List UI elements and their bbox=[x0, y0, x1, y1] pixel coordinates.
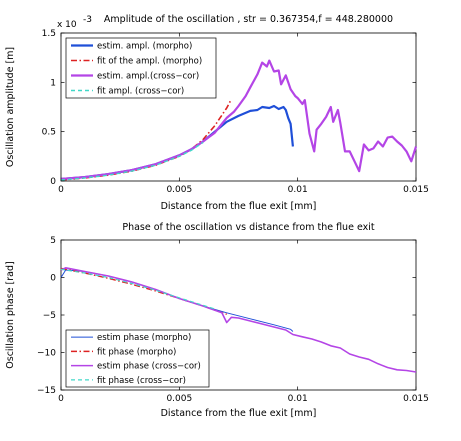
x-tick-label: 0.01 bbox=[288, 394, 308, 404]
x-axis-label: Distance from the flue exit [mm] bbox=[161, 201, 317, 212]
legend-label-2: fit of the ampl. (morpho) bbox=[97, 57, 202, 67]
legend-box bbox=[65, 37, 217, 99]
legend: estim phase (morpho) fit phase (morpho) es… bbox=[65, 329, 210, 388]
series-lines bbox=[60, 266, 417, 373]
legend-label-1: estim. ampl. (morpho) bbox=[97, 42, 192, 52]
y-tick-label: 0.5 bbox=[42, 128, 56, 138]
y-axis-label: Oscillation amplitude [m] bbox=[5, 47, 16, 167]
chart-title: Phase of the oscillation vs distance fro… bbox=[122, 222, 375, 233]
legend-label-4: fit phase (cross−cor) bbox=[97, 376, 186, 386]
x-tick-label: 0.005 bbox=[166, 394, 192, 404]
x-tick-label: 0.005 bbox=[166, 185, 192, 195]
y-tick-label: −10 bbox=[37, 349, 56, 359]
legend-label-2: fit phase (morpho) bbox=[97, 347, 176, 357]
series-lines bbox=[60, 59, 418, 181]
y-exponent-label: x 10 bbox=[57, 20, 77, 30]
x-tick-label: 0.015 bbox=[403, 394, 429, 404]
x-axis-label: Distance from the flue exit [mm] bbox=[161, 408, 317, 419]
y-tick-label: 0 bbox=[50, 274, 56, 284]
y-tick-label: 1 bbox=[50, 78, 56, 88]
series-line-3 bbox=[60, 59, 418, 181]
y-axis-label: Oscillation phase [rad] bbox=[5, 261, 16, 368]
legend-box bbox=[65, 329, 210, 388]
chart-title: Amplitude of the oscillation , str = 0.3… bbox=[104, 14, 393, 25]
x-tick-label: 0.015 bbox=[403, 185, 429, 195]
chart-panel-2: 0 0.005 0.01 0.015 −15 −10 −5 0 5 Phase of the os… bbox=[5, 222, 429, 419]
legend-label-3: estim. ampl.(cross−cor) bbox=[97, 72, 199, 82]
series-line-3 bbox=[60, 266, 417, 373]
legend-label-1: estim phase (morpho) bbox=[97, 333, 191, 343]
legend-label-4: fit ampl. (cross−cor) bbox=[97, 87, 184, 97]
chart-panel-1: 0 0.005 0.01 0.015 0 0.5 1 1.5x 10 -3 Amplitude o… bbox=[5, 14, 429, 212]
y-tick-label: 1.5 bbox=[42, 29, 56, 39]
legend: estim. ampl. (morpho) fit of the ampl. (m… bbox=[65, 37, 217, 99]
x-tick-label: 0 bbox=[58, 394, 64, 404]
y-tick-label: −15 bbox=[37, 386, 56, 396]
x-tick-label: 0.01 bbox=[288, 185, 308, 195]
y-tick-label: −5 bbox=[43, 311, 56, 321]
x-tick-label: 0 bbox=[58, 185, 64, 195]
y-tick-label: 0 bbox=[50, 177, 56, 187]
series-line-4 bbox=[60, 268, 215, 310]
legend-label-3: estim phase (cross−cor) bbox=[97, 362, 201, 372]
y-exponent-power: -3 bbox=[83, 15, 92, 25]
y-tick-label: 5 bbox=[50, 236, 56, 246]
